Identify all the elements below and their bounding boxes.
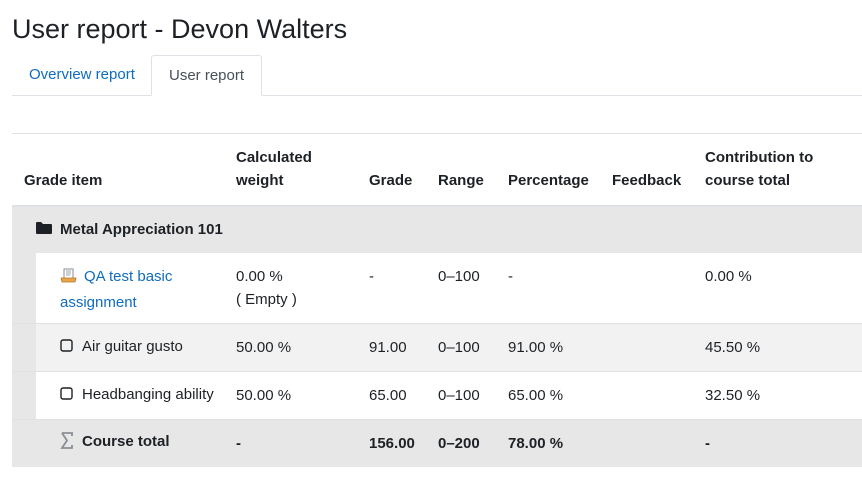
header-grade-item: Grade item [12, 134, 224, 207]
grade-item-cell: Air guitar gusto [12, 322, 224, 371]
divider [12, 133, 862, 134]
checkbox-icon [60, 385, 74, 408]
table-row: Headbanging ability 50.00 % 65.00 0–100 … [12, 370, 862, 419]
category-cell: Metal Appreciation 101 [12, 206, 862, 253]
tab-overview-report[interactable]: Overview report [29, 66, 135, 83]
header-range: Range [426, 134, 496, 207]
course-total-name-cell: Course total [12, 418, 224, 467]
grade-cell: 156.00 [357, 418, 426, 467]
contribution-cell: 32.50 % [693, 370, 862, 419]
header-calculated-weight: Calculated weight [224, 134, 357, 207]
category-name: Metal Appreciation 101 [60, 221, 223, 239]
assignment-link[interactable]: QA test basic assignment [60, 268, 173, 311]
grade-item-name: Air guitar gusto [82, 337, 183, 355]
header-feedback: Feedback [600, 134, 693, 207]
weight-cell: 0.00 % ( Empty ) [224, 253, 357, 323]
tab-user-report[interactable]: User report [151, 55, 263, 96]
contribution-cell: 0.00 % [693, 253, 862, 323]
course-total-label: Course total [82, 433, 170, 450]
range-cell: 0–200 [426, 418, 496, 467]
header-grade: Grade [357, 134, 426, 207]
report-tabs: Overview report User report [12, 55, 862, 96]
assignment-icon [60, 268, 78, 291]
percentage-cell: 78.00 % [496, 418, 600, 467]
grade-item-name: Headbanging ability [82, 385, 214, 403]
contribution-cell: - [693, 418, 862, 467]
grade-item-cell: QA test basic assignment [12, 253, 224, 323]
range-cell: 0–100 [426, 253, 496, 323]
weight-note: ( Empty ) [236, 291, 297, 308]
grade-cell: 91.00 [357, 322, 426, 371]
feedback-cell [600, 418, 693, 467]
header-percentage: Percentage [496, 134, 600, 207]
weight-cell: - [224, 418, 357, 467]
feedback-cell [600, 253, 693, 323]
feedback-cell [600, 370, 693, 419]
checkbox-icon [60, 337, 74, 360]
folder-icon [36, 219, 52, 242]
weight-cell: 50.00 % [224, 322, 357, 371]
user-grade-table: Grade item Calculated weight Grade Range… [12, 134, 862, 467]
sigma-icon [60, 432, 74, 456]
range-cell: 0–100 [426, 322, 496, 371]
contribution-cell: 45.50 % [693, 322, 862, 371]
percentage-cell: - [496, 253, 600, 323]
header-contribution: Contribution to course total [693, 134, 862, 207]
percentage-cell: 65.00 % [496, 370, 600, 419]
grade-item-cell: Headbanging ability [12, 370, 224, 419]
range-cell: 0–100 [426, 370, 496, 419]
header-row: Grade item Calculated weight Grade Range… [12, 134, 862, 207]
feedback-cell [600, 322, 693, 371]
weight-cell: 50.00 % [224, 370, 357, 419]
table-row: QA test basic assignment 0.00 % ( Empty )… [12, 253, 862, 323]
weight-value: 0.00 % [236, 268, 283, 285]
grade-cell: 65.00 [357, 370, 426, 419]
category-row: Metal Appreciation 101 [12, 206, 862, 253]
course-total-row: Course total - 156.00 0–200 78.00 % - [12, 418, 862, 467]
grade-cell: - [357, 253, 426, 323]
table-row: Air guitar gusto 50.00 % 91.00 0–100 91.… [12, 322, 862, 371]
page-title: User report - Devon Walters [12, 14, 348, 44]
percentage-cell: 91.00 % [496, 322, 600, 371]
